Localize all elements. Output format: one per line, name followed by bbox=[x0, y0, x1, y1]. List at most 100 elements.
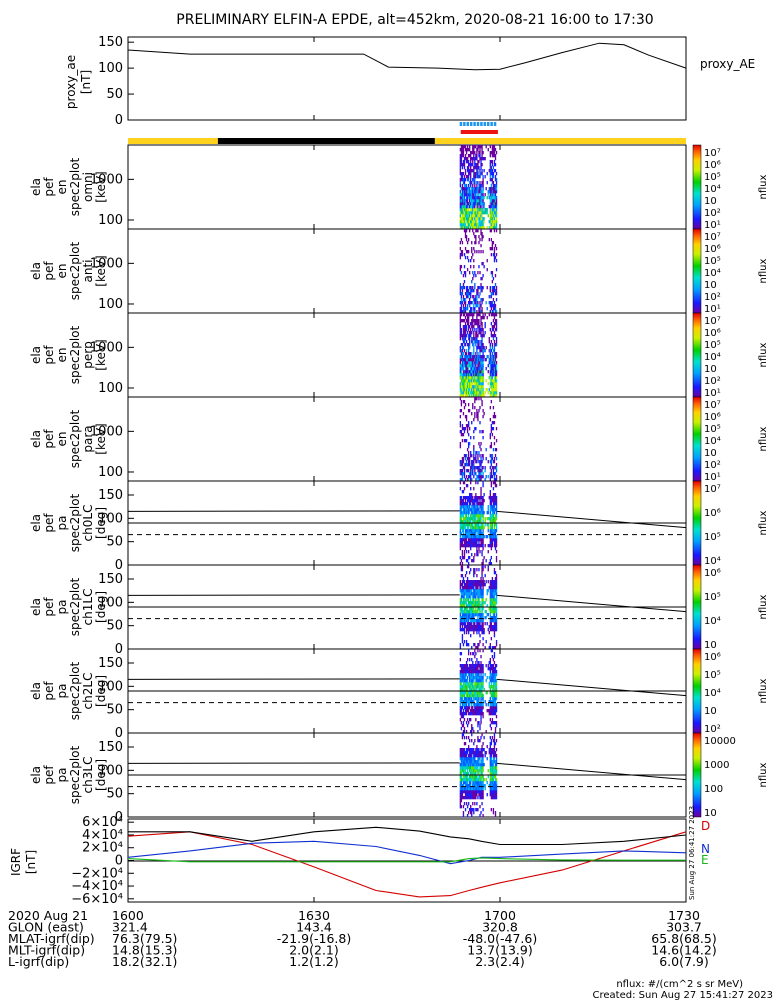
spectrogram-cell bbox=[481, 403, 482, 406]
spectrogram-cell bbox=[492, 352, 493, 355]
spectrogram-cell bbox=[472, 184, 473, 187]
spectrogram-cell bbox=[468, 184, 469, 187]
spectrogram-cell bbox=[487, 676, 488, 679]
spectrogram-cell bbox=[477, 649, 478, 652]
spectrogram-cell bbox=[496, 529, 497, 532]
spectrogram-cell bbox=[467, 145, 468, 148]
spectrogram-cell bbox=[496, 325, 497, 328]
spectrogram-cell bbox=[473, 451, 474, 454]
spectrogram-cell bbox=[495, 481, 496, 484]
spectrogram-cell bbox=[460, 703, 461, 706]
spectrogram-cell bbox=[491, 331, 492, 334]
spectrogram-cell bbox=[494, 145, 495, 148]
spectrogram-cell bbox=[464, 280, 465, 283]
spectrogram-cell bbox=[496, 583, 497, 586]
spectrogram-cell bbox=[464, 253, 465, 256]
spectrogram-cell bbox=[479, 640, 480, 643]
spectrogram-cell bbox=[468, 160, 469, 163]
spectrogram-cell bbox=[477, 289, 478, 292]
spectrogram-cell bbox=[494, 229, 495, 232]
ytick-label: 150 bbox=[98, 740, 123, 755]
spectrogram-cell bbox=[461, 295, 462, 298]
ytick-label: 50 bbox=[106, 535, 123, 550]
spectrogram-cell bbox=[470, 547, 471, 550]
spectrogram-cell bbox=[495, 811, 496, 814]
spectrogram-cell bbox=[474, 469, 475, 472]
spectrogram-cell bbox=[496, 379, 497, 382]
spectrogram-cell bbox=[496, 292, 497, 295]
spectrogram-cell bbox=[494, 652, 495, 655]
spectrogram-cell bbox=[482, 187, 483, 190]
spectrogram-cell bbox=[482, 796, 483, 799]
spectrogram-cell bbox=[495, 169, 496, 172]
spectrogram-cell bbox=[468, 745, 469, 748]
spectrogram-cell bbox=[479, 727, 480, 730]
spectrogram-cell bbox=[461, 709, 462, 712]
spectrogram-cell bbox=[496, 586, 497, 589]
spectrogram-cell bbox=[478, 166, 479, 169]
colorbar-tick-label: 10⁳ bbox=[704, 448, 717, 459]
spectrogram-cell bbox=[496, 502, 497, 505]
proxy-ae-ylabel-1: proxy_ae bbox=[64, 55, 78, 109]
spectrogram-cell bbox=[468, 445, 469, 448]
spectrogram-cell bbox=[483, 763, 484, 766]
spectrogram-cell bbox=[482, 505, 483, 508]
spectrogram-cell bbox=[464, 694, 465, 697]
spectrogram-cell bbox=[491, 502, 492, 505]
spectrogram-cell bbox=[474, 649, 475, 652]
spectrogram-cell bbox=[472, 382, 473, 385]
spectrogram-cell bbox=[463, 367, 464, 370]
spectrogram-cell bbox=[470, 598, 471, 601]
spectrogram-cell bbox=[477, 481, 478, 484]
spectrogram-cell bbox=[479, 292, 480, 295]
spectrogram-cell bbox=[466, 349, 467, 352]
spectrogram-cell bbox=[492, 301, 493, 304]
spectrogram-cell bbox=[464, 340, 465, 343]
spectrogram-cell bbox=[486, 457, 487, 460]
spectrogram-cell bbox=[465, 343, 466, 346]
spectrogram-cell bbox=[482, 199, 483, 202]
spectrogram-cell bbox=[496, 427, 497, 430]
spectrogram-cell bbox=[480, 160, 481, 163]
spectrogram-cell bbox=[496, 505, 497, 508]
spectrogram-cell bbox=[469, 187, 470, 190]
igrf-ylabel-2: [nT] bbox=[24, 850, 38, 874]
spectrogram-cell bbox=[487, 622, 488, 625]
colorbar-tick-label: 1000 bbox=[704, 760, 729, 771]
spectrogram-cell bbox=[482, 682, 483, 685]
spectrogram-cell bbox=[494, 349, 495, 352]
panel-ylabel: pa bbox=[55, 516, 69, 531]
spectrogram-cell bbox=[471, 658, 472, 661]
spectrogram-cell bbox=[489, 631, 490, 634]
spectrogram-cell bbox=[482, 343, 483, 346]
spectrogram-cell bbox=[467, 718, 468, 721]
spectrogram-cell bbox=[475, 661, 476, 664]
spectrogram-cell bbox=[494, 505, 495, 508]
spectrogram-cell bbox=[473, 487, 474, 490]
spectrogram-cell bbox=[473, 454, 474, 457]
spectrogram-cell bbox=[474, 406, 475, 409]
spectrogram-cell bbox=[473, 460, 474, 463]
spectrogram-cell bbox=[486, 346, 487, 349]
spectrogram-cell bbox=[493, 406, 494, 409]
spectrogram-cell bbox=[482, 715, 483, 718]
spectrogram-cell bbox=[475, 235, 476, 238]
spectrogram-cell bbox=[491, 547, 492, 550]
spectrogram-cell bbox=[482, 673, 483, 676]
spectrogram-cell bbox=[486, 145, 487, 148]
spectrogram-cell bbox=[466, 235, 467, 238]
spectrogram-cell bbox=[496, 766, 497, 769]
colorbar-tick-label: 10² bbox=[704, 724, 721, 735]
ytick-label: 50 bbox=[106, 619, 123, 634]
spectrogram-cell bbox=[482, 541, 483, 544]
spectrogram-cell bbox=[468, 367, 469, 370]
spectrogram-cell bbox=[480, 205, 481, 208]
spectrogram-cell bbox=[481, 322, 482, 325]
spectrogram-cell bbox=[461, 400, 462, 403]
spectrogram-cell bbox=[481, 751, 482, 754]
spectrogram-cell bbox=[466, 721, 467, 724]
spectrogram-cell bbox=[496, 202, 497, 205]
spectrogram-cell bbox=[495, 244, 496, 247]
spectrogram-cell bbox=[482, 622, 483, 625]
spectrogram-cell bbox=[481, 553, 482, 556]
